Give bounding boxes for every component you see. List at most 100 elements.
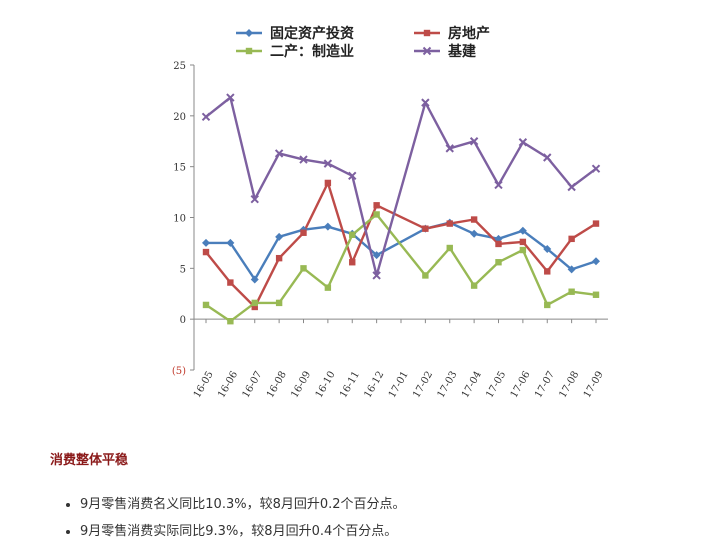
data-point	[567, 182, 576, 192]
data-point	[202, 301, 210, 309]
series-line	[205, 213, 597, 323]
y-tick-label: (5)	[172, 366, 186, 377]
data-point	[422, 272, 429, 279]
data-point	[348, 171, 357, 181]
x-tick-label: 17-08	[557, 370, 581, 400]
x-tick-label: 17-07	[533, 370, 557, 400]
data-point	[372, 251, 381, 260]
x-tick-label: 16-07	[241, 370, 265, 400]
bullet-item: 9月零售消费实际同比9.3%，较8月回升0.4个百分点。	[80, 518, 406, 545]
x-tick-label: 17-05	[484, 370, 508, 400]
data-point	[423, 29, 431, 37]
data-point	[324, 179, 332, 187]
data-point	[543, 153, 552, 162]
x-tick-label: 16-05	[192, 370, 216, 400]
data-point	[227, 279, 234, 286]
data-point	[227, 318, 234, 325]
x-tick-label: 17-02	[411, 370, 435, 400]
data-point	[592, 257, 600, 266]
data-point	[544, 268, 551, 275]
x-tick-label: 16-08	[265, 370, 289, 400]
data-point	[568, 288, 575, 295]
data-point	[469, 137, 479, 146]
data-point	[567, 265, 576, 274]
x-tick-label: 16-09	[289, 370, 313, 400]
x-tick-label: 17-04	[460, 370, 484, 400]
x-tick-label: 16-12	[362, 370, 386, 400]
data-point	[543, 245, 552, 254]
series-line	[205, 181, 597, 309]
data-point	[495, 259, 502, 266]
data-point	[373, 211, 380, 218]
data-point	[201, 112, 211, 122]
data-point	[372, 271, 381, 280]
data-point	[349, 259, 356, 266]
data-point	[323, 159, 333, 168]
legend-label: 二产：制造业	[270, 43, 354, 60]
data-point	[494, 180, 503, 190]
data-point	[250, 194, 259, 204]
x-tick-label: 16-10	[314, 370, 338, 400]
data-point	[275, 232, 284, 241]
x-tick-label: 16-06	[216, 370, 240, 400]
data-point	[422, 46, 432, 56]
data-point	[592, 220, 600, 227]
y-tick-label: 20	[173, 112, 186, 123]
data-point	[591, 164, 601, 173]
data-point	[445, 144, 454, 153]
data-point	[324, 284, 332, 291]
series-line	[205, 96, 597, 277]
data-point	[299, 155, 308, 164]
data-point	[323, 222, 332, 231]
data-point	[519, 246, 527, 254]
x-tick-label: 17-09	[582, 370, 606, 400]
series-line	[206, 221, 597, 281]
data-point	[245, 29, 253, 37]
legend-label: 固定资产投资	[270, 25, 354, 42]
data-point	[202, 238, 210, 247]
data-point	[300, 229, 307, 236]
x-tick-label: 17-06	[509, 370, 533, 400]
data-point	[349, 231, 356, 238]
data-point	[251, 299, 258, 307]
y-tick-label: 15	[173, 163, 186, 174]
data-point	[422, 225, 429, 232]
data-point	[495, 240, 502, 248]
section-title: 消费整体平稳	[50, 453, 129, 468]
data-point	[470, 282, 478, 289]
chart: 25 20 15 10 5 0 (5) 16-05 16-06 16-07 16-08 16-09 16…	[150, 0, 610, 410]
data-point	[300, 265, 307, 272]
data-point	[251, 303, 258, 311]
data-point	[519, 238, 527, 246]
data-point	[446, 244, 453, 252]
x-tick-label: 17-03	[436, 370, 460, 400]
data-point	[274, 149, 284, 158]
data-point	[226, 93, 235, 102]
data-point	[226, 238, 235, 247]
y-tick-label: 10	[173, 214, 186, 225]
bullet-item: 9月零售消费名义同比10.3%，较8月回升0.2个百分点。	[80, 491, 406, 518]
data-point	[245, 47, 253, 55]
data-point	[470, 216, 478, 223]
data-point	[446, 220, 453, 227]
data-point	[275, 254, 283, 262]
bullet-list: 9月零售消费名义同比10.3%，较8月回升0.2个百分点。 9月零售消费实际同比…	[60, 491, 406, 545]
data-point	[518, 138, 528, 147]
y-tick-label: 0	[180, 315, 186, 326]
y-tick-label: 25	[173, 61, 186, 72]
data-point	[202, 248, 210, 256]
data-point	[275, 299, 283, 307]
data-point	[518, 226, 527, 235]
data-point	[250, 275, 259, 284]
x-tick-label: 16-11	[338, 370, 362, 400]
data-point	[373, 202, 380, 209]
data-point	[568, 235, 575, 243]
data-point	[544, 301, 551, 309]
legend-label: 房地产	[448, 25, 490, 42]
y-tick-label: 5	[180, 264, 186, 275]
data-point	[470, 229, 479, 238]
data-point	[421, 98, 430, 107]
x-tick-label: 17-01	[387, 370, 411, 400]
data-point	[592, 291, 600, 298]
